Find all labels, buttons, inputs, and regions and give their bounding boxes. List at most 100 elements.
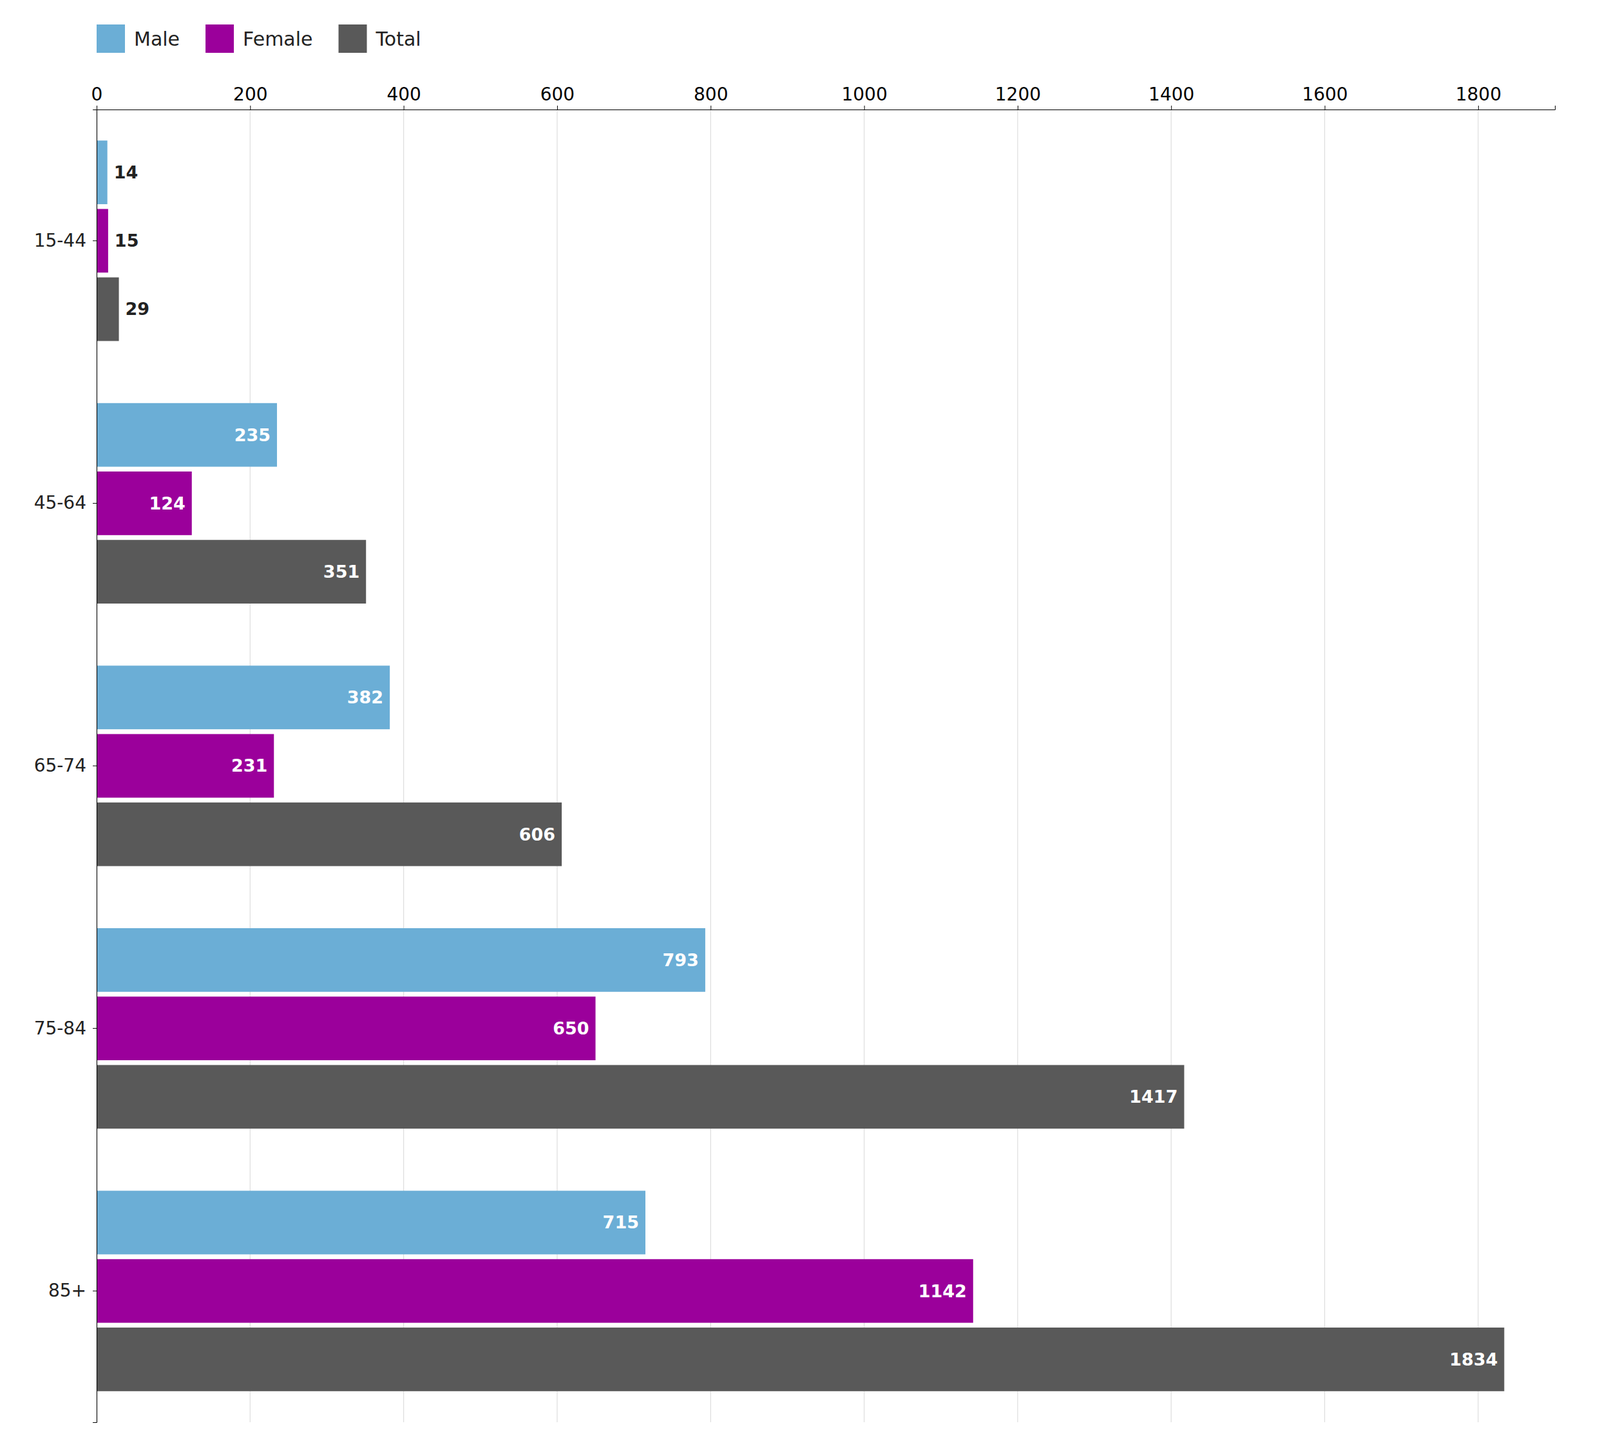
- grid-line: [863, 109, 865, 1423]
- data-label: 382: [347, 687, 384, 708]
- x-tick-mark: [557, 105, 558, 110]
- bar: [96, 665, 390, 730]
- x-tick-label: 1400: [1148, 83, 1195, 105]
- bar: [96, 1327, 1505, 1392]
- y-tick-mark: [92, 503, 97, 504]
- data-label: 1834: [1449, 1349, 1498, 1370]
- x-tick-mark: [1017, 105, 1019, 110]
- x-tick-label: 800: [693, 83, 728, 105]
- legend-item: Total: [338, 24, 422, 53]
- legend-label: Female: [242, 27, 313, 51]
- y-axis-line: [92, 110, 98, 1423]
- data-label: 29: [125, 298, 151, 319]
- data-label: 1142: [918, 1281, 967, 1302]
- data-label: 235: [234, 425, 271, 446]
- legend-swatch: [205, 24, 234, 53]
- bar: [96, 140, 108, 205]
- legend-swatch: [96, 24, 125, 53]
- series: [96, 277, 1505, 1392]
- x-tick-label: 0: [91, 83, 104, 105]
- legend-swatch: [338, 24, 368, 53]
- x-tick-mark: [403, 105, 405, 110]
- data-label: 1417: [1129, 1086, 1178, 1107]
- legend-item: Female: [205, 24, 313, 53]
- bar: [96, 1190, 646, 1255]
- y-tick-label: 75-84: [34, 1017, 87, 1039]
- bar: [96, 802, 562, 867]
- y-tick: 75-84: [34, 1017, 97, 1039]
- x-tick: 1800: [1455, 83, 1502, 110]
- x-tick: 800: [693, 83, 728, 110]
- y-tick-mark: [92, 1028, 97, 1029]
- bar: [96, 1064, 1184, 1129]
- x-tick-label: 1800: [1455, 83, 1502, 105]
- y-tick-mark: [92, 240, 97, 241]
- x-tick-label: 1200: [995, 83, 1041, 105]
- x-tick: 1200: [995, 83, 1041, 110]
- x-tick: 1400: [1148, 83, 1195, 110]
- bar: [96, 208, 109, 273]
- x-tick-mark: [710, 105, 712, 110]
- data-label: 650: [552, 1018, 589, 1039]
- grid-line: [1171, 109, 1172, 1423]
- bar: [96, 1259, 974, 1324]
- x-tick: 0: [91, 83, 104, 110]
- x-tick-mark: [1171, 105, 1172, 110]
- y-axis: 15-44 45-64 65-74 75-84 85+: [34, 110, 98, 1423]
- y-tick-label: 65-74: [34, 754, 87, 777]
- bar: [96, 277, 120, 342]
- plot-area: 1423538279371515124231650114229351606141…: [34, 83, 1556, 1423]
- data-label: 793: [662, 950, 699, 971]
- y-tick-label: 15-44: [34, 229, 87, 252]
- x-axis: 0 200 400 600 800 1000 1200 1400 1600 1800: [91, 83, 1556, 111]
- data-label: 715: [602, 1212, 639, 1233]
- legend: Male Female Total: [96, 24, 422, 53]
- y-tick-mark: [92, 765, 97, 767]
- x-tick-label: 1600: [1301, 83, 1348, 105]
- bar: [96, 734, 274, 799]
- y-tick: 15-44: [34, 229, 97, 252]
- bar: [96, 471, 192, 536]
- x-tick: 1000: [841, 83, 887, 110]
- bar: [96, 928, 706, 992]
- data-label: 14: [114, 162, 139, 183]
- y-tick-mark: [92, 1290, 97, 1292]
- y-tick: 45-64: [34, 492, 97, 514]
- bars: [96, 140, 1505, 1392]
- bar: [96, 996, 596, 1061]
- x-tick-label: 200: [233, 83, 268, 105]
- x-tick-mark: [1324, 105, 1326, 110]
- x-tick-mark: [1478, 105, 1479, 110]
- legend-label: Total: [375, 27, 422, 51]
- x-tick-mark: [864, 105, 866, 110]
- x-tick-mark: [96, 105, 98, 110]
- data-label: 351: [323, 561, 360, 582]
- x-tick-label: 600: [540, 83, 575, 105]
- y-tick: 85+: [48, 1279, 97, 1302]
- series: [96, 208, 974, 1323]
- grid: [96, 109, 1479, 1423]
- grid-line: [1477, 109, 1479, 1423]
- legend-label: Male: [133, 27, 180, 51]
- x-axis-line: [97, 105, 1556, 111]
- bar: [96, 403, 277, 467]
- legend-item: Male: [96, 24, 180, 53]
- x-tick: 200: [233, 83, 268, 110]
- y-tick-label: 45-64: [34, 492, 87, 514]
- x-tick-label: 400: [386, 83, 421, 105]
- data-label: 124: [148, 493, 185, 514]
- y-tick-label: 85+: [48, 1279, 87, 1302]
- bar: [96, 539, 366, 604]
- data-label: 231: [231, 755, 268, 776]
- x-tick: 1600: [1301, 83, 1348, 110]
- grid-line: [710, 109, 712, 1423]
- x-tick-mark: [249, 105, 251, 110]
- data-labels: 1423538279371515124231650114229351606141…: [114, 162, 1499, 1370]
- y-tick: 65-74: [34, 754, 97, 777]
- grid-line: [1324, 109, 1325, 1423]
- x-tick: 400: [386, 83, 421, 110]
- data-label: 15: [114, 230, 140, 251]
- chart-svg: 1423538279371515124231650114229351606141…: [0, 0, 1600, 1448]
- x-tick-label: 1000: [841, 83, 887, 105]
- x-tick: 600: [540, 83, 575, 110]
